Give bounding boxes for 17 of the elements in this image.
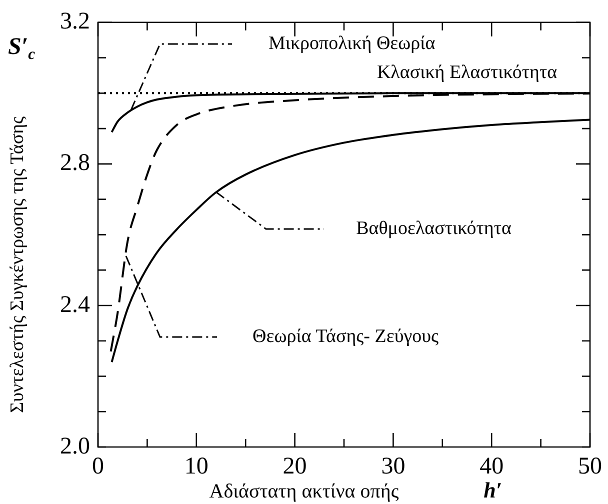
- x-tick-label: 20: [282, 454, 307, 480]
- x-tick-label: 40: [480, 454, 504, 480]
- text: h′: [484, 478, 502, 503]
- y-tick-label: 2.0: [60, 433, 90, 460]
- annotation: Βαθμοελαστικότητα: [356, 218, 512, 240]
- x-tick-label: 10: [184, 454, 208, 480]
- annotation: Κλασική Ελαστικότητα: [376, 62, 558, 84]
- y-tick-label: 2.4: [60, 292, 90, 318]
- x-axis-title: Αδιάστατη ακτίνα οπής: [209, 480, 399, 502]
- y-tick-label: 2.8: [60, 150, 90, 176]
- annotation: Θεωρία Τάσης- Ζεύγους: [252, 326, 440, 347]
- x-tick-label: 0: [92, 454, 104, 480]
- y-tick-label: 3.2: [60, 8, 90, 35]
- x-tick-label: 30: [381, 454, 406, 480]
- y-axis-title: Συντελεστής Συγκέντρωσης της Τάσης: [6, 116, 28, 413]
- annotation: Μικροπολική Θεωρία: [268, 33, 436, 54]
- x-tick-label: 50: [578, 454, 602, 480]
